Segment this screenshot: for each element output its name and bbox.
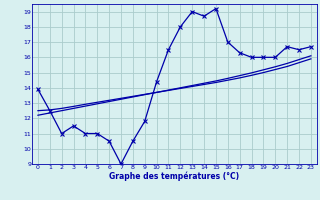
X-axis label: Graphe des températures (°C): Graphe des températures (°C) <box>109 171 239 181</box>
